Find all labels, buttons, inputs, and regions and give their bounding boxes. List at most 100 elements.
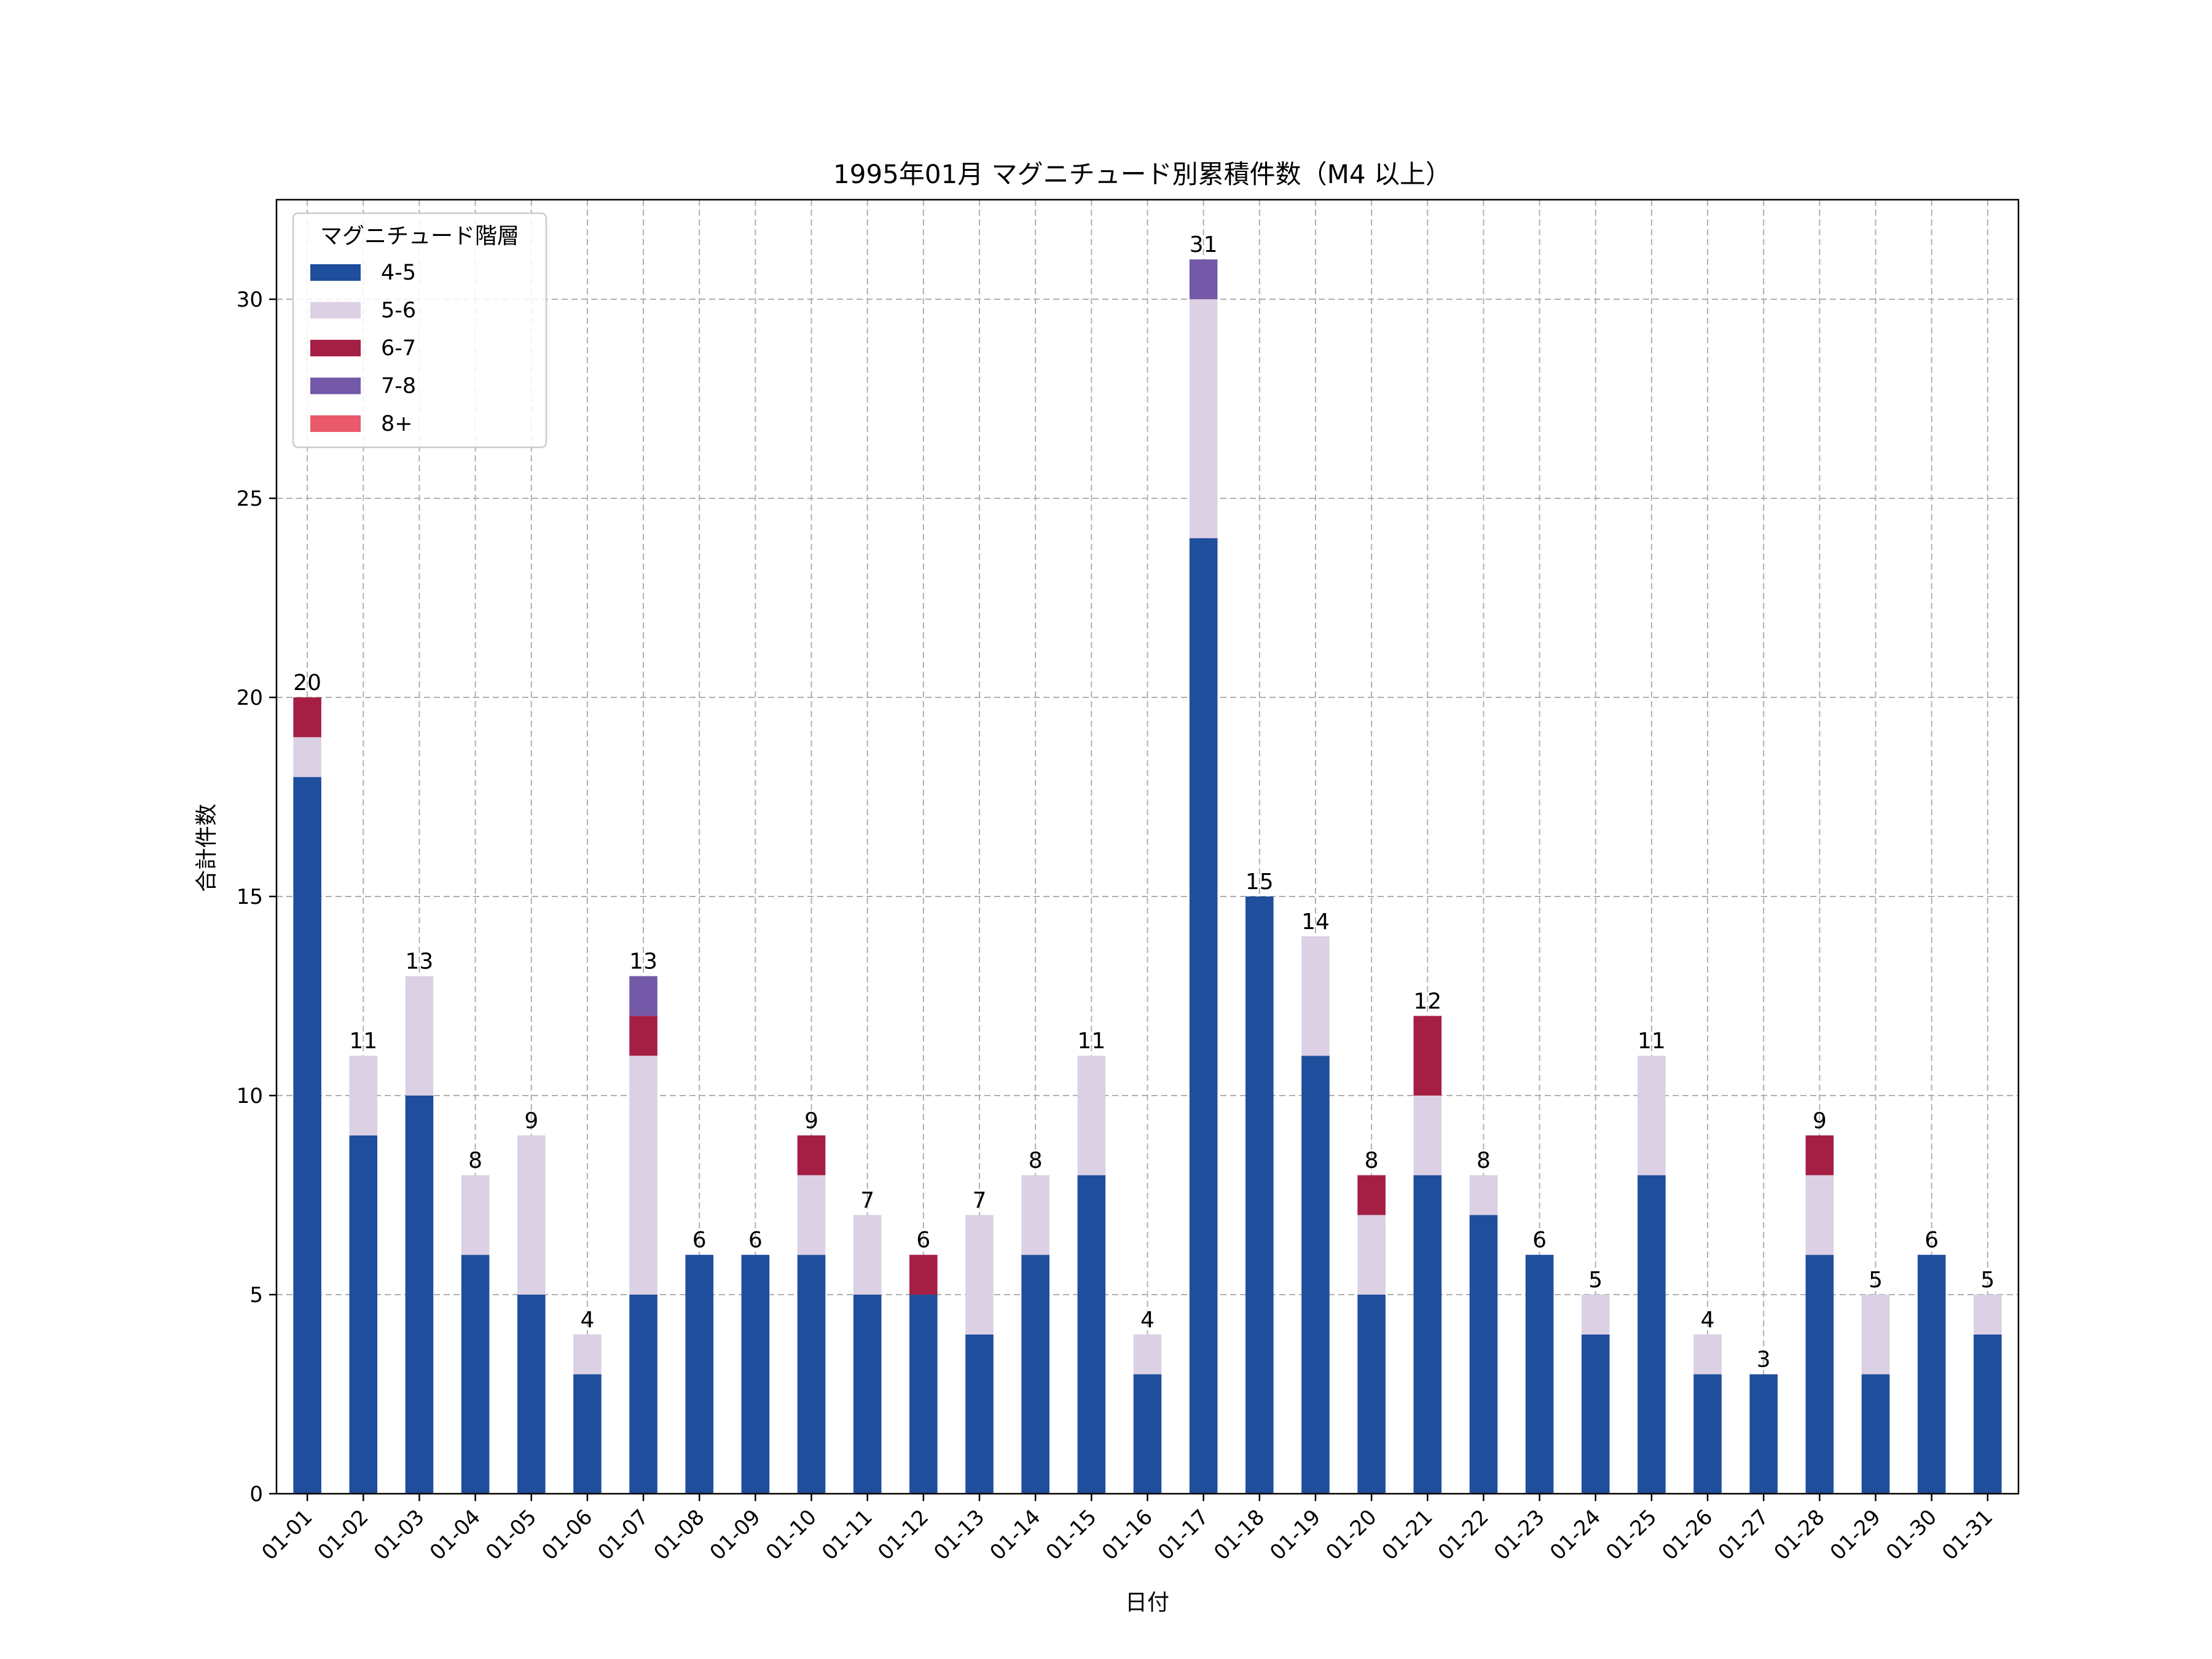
bar-total-label: 20 [293,670,321,696]
bar-total-label: 4 [1140,1308,1155,1333]
bar-segment-5-6 [405,976,434,1096]
bar-segment-4-5 [1469,1215,1498,1494]
x-axis-label: 日付 [1125,1590,1169,1615]
bar-total-label: 5 [1588,1268,1602,1293]
bar-segment-5-6 [1805,1175,1834,1255]
bar-total-label: 31 [1190,232,1218,257]
bar-segment-4-5 [909,1295,938,1494]
bar-segment-5-6 [1413,1096,1442,1175]
bar-total-label: 9 [1813,1108,1827,1134]
bar-segment-5-6 [1077,1056,1106,1175]
bar-segment-4-5 [1581,1334,1610,1494]
bar-segment-4-5 [1189,538,1218,1494]
bar-total-label: 15 [1245,869,1274,895]
bar-segment-4-5 [1301,1056,1330,1494]
bar-segment-5-6 [1357,1215,1386,1295]
legend-label: 7-8 [381,374,416,399]
bar-total-label: 9 [804,1108,818,1134]
bar-segment-4-5 [1525,1255,1554,1494]
legend-swatch-7-8 [310,377,361,394]
bar-segment-5-6 [1581,1295,1610,1335]
bar-total-label: 13 [406,949,434,975]
legend-label: 4-5 [381,261,416,285]
bar-segment-5-6 [1469,1175,1498,1215]
bar-total-label: 7 [973,1188,987,1213]
y-tick-label: 25 [237,487,263,511]
bar-segment-6-7 [629,1016,657,1056]
bar-segment-4-5 [629,1295,657,1494]
bar-segment-4-5 [349,1135,378,1494]
bar-segment-5-6 [1637,1056,1666,1175]
legend-title: マグニチュード階層 [320,224,519,249]
legend-label: 5-6 [381,299,416,323]
bar-segment-5-6 [797,1175,826,1255]
bar-total-label: 11 [349,1029,377,1054]
bar-segment-4-5 [1413,1175,1442,1494]
y-tick-label: 10 [237,1084,263,1108]
bar-segment-4-5 [405,1096,434,1494]
y-tick-label: 5 [249,1283,263,1308]
bar-total-label: 3 [1757,1347,1771,1373]
bar-segment-5-6 [1021,1175,1049,1255]
bar-segment-4-5 [965,1334,994,1494]
bar-segment-5-6 [853,1215,882,1295]
legend-items: 4-5 5-6 6-7 7-8 8+ [310,261,416,436]
bar-total-label: 8 [1477,1148,1491,1174]
bar-segment-4-5 [1693,1374,1722,1494]
bar-total-label: 8 [468,1148,482,1174]
bar-segment-4-5 [797,1255,826,1494]
bar-segment-4-5 [293,777,321,1494]
legend-swatch-5-6 [310,302,361,319]
bar-total-label: 9 [524,1108,538,1134]
bar-segment-4-5 [1805,1255,1834,1494]
bar-segment-5-6 [1133,1334,1162,1375]
y-tick-label: 30 [237,288,263,312]
legend: マグニチュード階層 4-5 5-6 6-7 7-8 8+ [292,212,547,449]
bar-segment-4-5 [517,1295,546,1494]
bar-segment-5-6 [1861,1295,1890,1375]
legend-swatch-6-7 [310,340,361,356]
legend-label: 6-7 [381,336,416,361]
bar-total-label: 11 [1637,1029,1666,1054]
y-tick-label: 20 [237,686,263,710]
bar-segment-7-8 [1189,259,1218,299]
bar-segment-4-5 [1861,1374,1890,1494]
bar-total-label: 6 [692,1228,707,1253]
y-tick-label: 0 [249,1482,263,1507]
bar-segment-4-5 [685,1255,714,1494]
legend-label: 8+ [381,412,413,436]
bar-segment-4-5 [1133,1374,1162,1494]
bar-total-label: 12 [1413,989,1441,1014]
y-axis-ticks: 0 5 10 15 20 25 30 [237,288,276,1507]
y-axis-label: 合計件数 [194,804,219,892]
bar-segment-5-6 [293,737,321,777]
bar-segment-5-6 [1974,1295,2002,1335]
bar-total-label: 6 [1924,1228,1939,1253]
bar-total-label: 11 [1077,1029,1105,1054]
bar-segment-4-5 [1077,1175,1106,1494]
bar-total-label: 4 [1701,1308,1715,1333]
bar-total-label: 5 [1980,1268,1994,1293]
bar-segment-5-6 [1693,1334,1722,1375]
bar-segment-5-6 [965,1215,994,1335]
bar-segment-4-5 [1749,1374,1778,1494]
bar-segment-4-5 [1245,896,1274,1494]
bar-total-label: 8 [1365,1148,1379,1174]
bar-total-label: 5 [1869,1268,1883,1293]
bar-segment-5-6 [1189,299,1218,538]
legend-swatch-4-5 [310,264,361,281]
bar-segment-5-6 [573,1334,602,1375]
bar-segment-6-7 [293,697,321,737]
chart-title: 1995年01月 マグニチュード別累積件数（M4 以上） [833,159,1451,189]
bar-total-label: 8 [1029,1148,1043,1174]
bar-segment-5-6 [517,1135,546,1295]
bar-segment-6-7 [1805,1135,1834,1175]
bar-total-label: 7 [860,1188,874,1213]
bar-segment-4-5 [1917,1255,1946,1494]
legend-swatch-8+ [310,415,361,432]
bar-segment-5-6 [461,1175,490,1255]
bar-segment-4-5 [1974,1334,2002,1494]
bar-segment-4-5 [1357,1295,1386,1494]
bar-segment-5-6 [1301,936,1330,1056]
